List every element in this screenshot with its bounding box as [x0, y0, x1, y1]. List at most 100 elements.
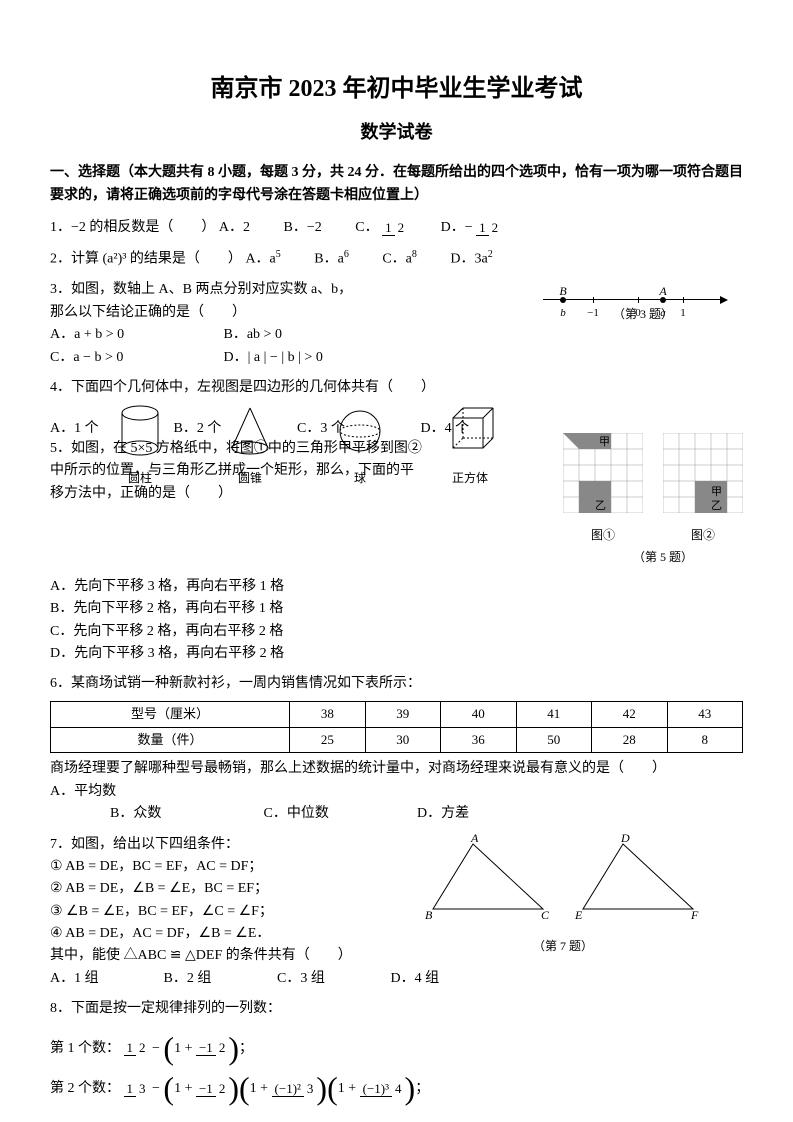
number-line: B A b −1 0 a 1: [543, 299, 723, 300]
q1-opt-c: C． 12: [355, 217, 407, 239]
q6-opt-d: D．方差: [417, 803, 469, 825]
th: 38: [290, 701, 365, 727]
nl-dot-a: [660, 297, 666, 303]
q1-text: 1．−2 的相反数是（ ）: [50, 220, 215, 235]
nl-neg1: −1: [587, 305, 599, 323]
question-2: 2．计算 (a²)³ 的结果是（ ） A．a5 B．a6 C．a8 D．3a2: [50, 247, 743, 271]
page-subtitle: 数学试卷: [50, 118, 743, 147]
svg-text:B: B: [425, 908, 433, 922]
q1-opt-d: D．− 12: [441, 217, 502, 239]
td: 8: [667, 727, 743, 753]
q2-c-sup: 8: [412, 249, 417, 260]
q3-opt-c: C．a − b > 0: [50, 347, 190, 369]
td: 30: [365, 727, 440, 753]
q3-opt-d: D．| a | − | b | > 0: [224, 347, 323, 369]
question-5: 5．如图，在 5×5 方格纸中，将图①中的三角形甲平移到图② 中所示的位置，与三…: [50, 438, 470, 505]
q5-opt-d: D．先向下平移 3 格，再向右平移 2 格: [50, 643, 743, 665]
nl-tick: [683, 297, 684, 303]
q7-figure: A B C D E F （第 7 题）: [423, 834, 703, 957]
q8-text: 8．下面是按一定规律排列的一列数：: [50, 998, 743, 1020]
q6-opt-b: B．众数: [110, 803, 230, 825]
section-1-header: 一、选择题（本大题共有 8 小题，每题 3 分，共 24 分．在每题所给出的四个…: [50, 162, 743, 207]
svg-text:D: D: [620, 834, 630, 845]
q5-options: A．先向下平移 3 格，再向右平移 1 格 B．先向下平移 2 格，再向右平移 …: [50, 576, 743, 666]
q1-opt-b: B．−2: [284, 217, 322, 239]
nl-a: a: [660, 305, 666, 323]
q5-fig1-label: 图①: [563, 526, 643, 545]
q2-a: A．a: [245, 252, 275, 267]
grid1-icon: 甲 乙: [563, 433, 643, 513]
td: 28: [592, 727, 667, 753]
question-4: 4．下面四个几何体中，左视图是四边形的几何体共有（ ）: [50, 377, 743, 399]
q1-d-den: 2: [489, 220, 502, 235]
q6-opt-a: A．平均数: [50, 781, 116, 803]
question-1: 1．−2 的相反数是（ ） A．2 B．−2 C． 12 D．− 12: [50, 217, 743, 239]
question-8: 8．下面是按一定规律排列的一列数： 第 1 个数： 12 − (1 + −12)…: [50, 998, 743, 1102]
q1-c-den: 2: [395, 220, 408, 235]
nl-tick: [638, 297, 639, 303]
page-title: 南京市 2023 年初中毕业生学业考试: [50, 70, 743, 108]
q5-line2: 中所示的位置，与三角形乙拼成一个矩形，那么，下面的平: [50, 460, 470, 482]
nl-tick: [593, 297, 594, 303]
q2-opt-a: A．a5: [245, 247, 280, 271]
td: 36: [441, 727, 516, 753]
q7-opt-a: A．1 组: [50, 968, 130, 990]
q1-c-pre: C．: [355, 220, 378, 235]
q2-d: D．3a: [450, 252, 487, 267]
svg-text:C: C: [541, 908, 550, 922]
q3-opt-b: B．ab > 0: [224, 324, 282, 346]
q4-q5-overlap: A．1 个 B．2 个 C．3 个 D．4 个 圆柱 圆锥 球 正方体 5．如图…: [50, 408, 743, 568]
arrow-icon: [720, 296, 728, 304]
q2-opt-c: C．a8: [382, 247, 417, 271]
svg-text:F: F: [690, 908, 699, 922]
q3-figure: B A b −1 0 a 1 （第 3 题）: [543, 279, 743, 324]
table-row: 型号（厘米） 38 39 40 41 42 43: [51, 701, 743, 727]
table-row: 数量（件） 25 30 36 50 28 8: [51, 727, 743, 753]
q6-table: 型号（厘米） 38 39 40 41 42 43 数量（件） 25 30 36 …: [50, 701, 743, 754]
q4-text: 4．下面四个几何体中，左视图是四边形的几何体共有（ ）: [50, 377, 743, 399]
q7-opt-c: C．3 组: [277, 968, 357, 990]
question-6: 6．某商场试销一种新款衬衫，一周内销售情况如下表所示： 型号（厘米） 38 39…: [50, 673, 743, 825]
q2-a-sup: 5: [276, 249, 281, 260]
th: 型号（厘米）: [51, 701, 290, 727]
td: 数量（件）: [51, 727, 290, 753]
q1-d-num: 1: [476, 220, 489, 236]
th: 39: [365, 701, 440, 727]
q6-text: 6．某商场试销一种新款衬衫，一周内销售情况如下表所示：: [50, 673, 743, 695]
nl-0: 0: [635, 305, 641, 323]
q5-fig2: 甲 乙 图②: [663, 433, 743, 546]
svg-text:A: A: [470, 834, 479, 845]
q5-fig1: 甲 乙 图①: [563, 433, 643, 546]
svg-text:乙: 乙: [711, 499, 722, 512]
grid2-icon: 甲 乙: [663, 433, 743, 513]
question-3: 3．如图，数轴上 A、B 两点分别对应实数 a、b， 那么以下结论正确的是（ ）…: [50, 279, 743, 369]
q3-caption: （第 3 题）: [543, 305, 743, 324]
nl-dot-b: [560, 297, 566, 303]
question-7: 7．如图，给出以下四组条件： ① AB = DE，BC = EF，AC = DF…: [50, 834, 743, 991]
q7-opt-b: B．2 组: [164, 968, 244, 990]
q2-text: 2．计算 (a²)³ 的结果是（ ）: [50, 252, 242, 267]
q7-caption: （第 7 题）: [423, 937, 703, 956]
q6-opt-c: C．中位数: [264, 803, 384, 825]
q8-s2-pre: 第 2 个数：: [50, 1081, 120, 1096]
q8-s1-pre: 第 1 个数：: [50, 1041, 120, 1056]
q1-opt-a: A．2: [219, 217, 250, 239]
nl-b: b: [560, 305, 566, 323]
q3-opt-a: A．a + b > 0: [50, 324, 190, 346]
th: 43: [667, 701, 743, 727]
svg-text:甲: 甲: [599, 436, 610, 448]
q2-opt-d: D．3a2: [450, 247, 492, 271]
q1-d-pre: D．−: [441, 220, 473, 235]
q7-opt-d: D．4 组: [391, 968, 440, 990]
td: 25: [290, 727, 365, 753]
q5-figures: 甲 乙 图① 甲 乙 图②: [563, 433, 743, 546]
q1-c-num: 1: [382, 220, 395, 236]
svg-text:甲: 甲: [711, 486, 722, 498]
th: 41: [516, 701, 591, 727]
td: 50: [516, 727, 591, 753]
nl-1: 1: [680, 305, 686, 323]
th: 40: [441, 701, 516, 727]
th: 42: [592, 701, 667, 727]
svg-text:E: E: [574, 908, 583, 922]
q8-seq1: 第 1 个数： 12 − (1 + −12)；: [50, 1036, 743, 1062]
